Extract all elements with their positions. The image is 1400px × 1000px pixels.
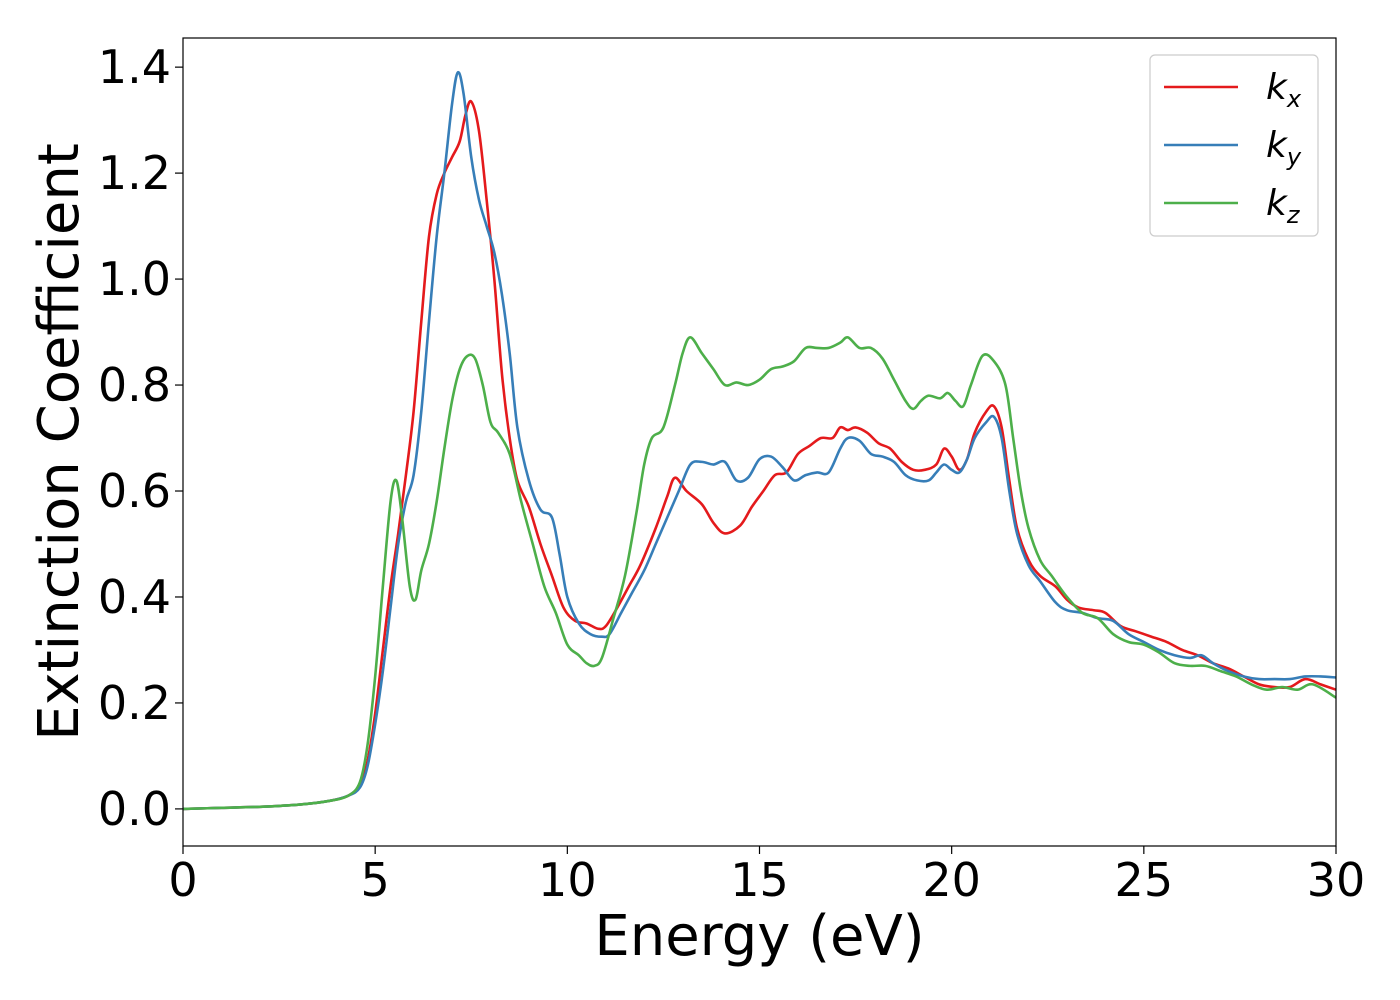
legend-entry-y: ky [1266,125,1302,171]
x-tick-label: 20 [922,853,981,907]
x-tick-label: 30 [1307,853,1366,907]
y-tick-label: 0.6 [98,464,171,518]
y-tick-label: 0.8 [98,358,171,412]
series-line-x [183,99,1336,811]
legend-entry-subscript: z [1286,201,1301,229]
x-axis-label: Energy (eV) [594,904,924,969]
y-axis-label: Extinction Coefficient [27,143,92,741]
x-axis-ticks: 0 5 10 15 20 25 30 [168,846,1365,907]
series-lines [183,70,1336,811]
y-tick-label: 1.2 [98,146,171,200]
legend-entry-z: kz [1266,183,1301,229]
x-tick-label: 25 [1115,853,1174,907]
legend-entry-subscript: x [1286,85,1302,113]
y-axis-ticks: 0.0 0.2 0.4 0.6 0.8 1.0 1.2 1.4 [98,40,183,836]
legend-entry-subscript: y [1286,143,1302,171]
y-tick-label: 1.4 [98,40,171,94]
y-tick-label: 0.2 [98,676,171,730]
y-tick-label: 0.4 [98,570,171,624]
legend-entry-x: kx [1266,67,1302,113]
y-tick-label: 0.0 [98,782,171,836]
y-tick-label: 1.0 [98,252,171,306]
series-line-z [183,335,1336,811]
legend-entry-base: k [1266,125,1289,166]
x-tick-label: 0 [168,853,197,907]
legend-entry-base: k [1266,67,1289,108]
x-tick-label: 10 [538,853,597,907]
x-tick-label: 5 [361,853,390,907]
legend-entry-base: k [1266,183,1289,224]
x-tick-label: 15 [730,853,789,907]
